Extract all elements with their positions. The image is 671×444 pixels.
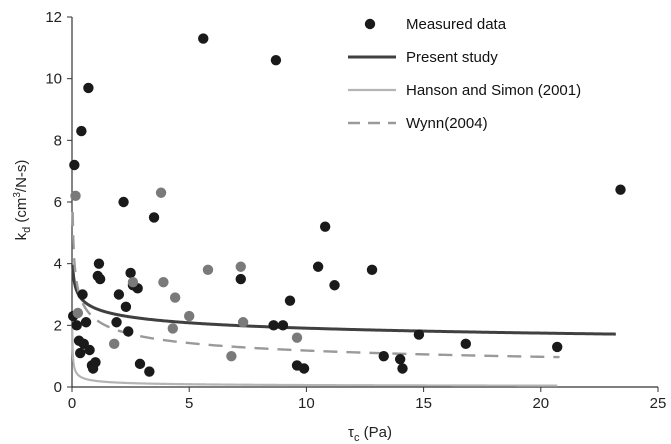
measured-data-point [235, 261, 246, 272]
measured-data-point [298, 363, 310, 374]
axes [71, 17, 658, 388]
measured-data-point [75, 347, 86, 359]
x-axis-title-rest: (Pa) [359, 424, 392, 441]
measured-data-point [167, 323, 178, 334]
measured-data-point [155, 187, 167, 198]
legend-label: Hanson and Simon (2001) [406, 82, 581, 99]
measured-data-point [366, 264, 378, 276]
legend-label: Measured data [406, 16, 507, 33]
y-tick-label: 12 [45, 9, 62, 26]
measured-data-point [125, 267, 136, 279]
measured-data-point [329, 280, 340, 291]
measured-data-point [198, 33, 209, 44]
measured-data-point [113, 289, 125, 300]
present-study-curve [71, 263, 616, 336]
measured-data-point [94, 273, 106, 285]
y-axis-ticks: 0 2 4 6 8 10 12 [45, 9, 72, 396]
y-axis-title: kd (cm3/N-s) [12, 160, 33, 241]
measured-data-point [84, 344, 95, 356]
measured-data-point [413, 329, 425, 340]
measured-data-point [277, 320, 289, 331]
x-tick-label: 25 [650, 395, 667, 412]
measured-data-point [148, 212, 160, 223]
measured-data-point [120, 301, 132, 313]
measured-data-point [235, 273, 246, 285]
measured-data-point [378, 350, 389, 362]
y-axis-title-mid: (cm [13, 198, 30, 227]
x-tick-label: 20 [532, 395, 549, 412]
y-tick-label: 10 [45, 71, 62, 88]
x-tick-label: 0 [68, 395, 76, 412]
measured-data-point [312, 261, 324, 272]
measured-data-point [123, 326, 134, 337]
measured-data-point [460, 338, 471, 350]
measured-data-point [134, 358, 146, 370]
measured-data-point [76, 125, 87, 137]
measured-data-point [268, 320, 279, 331]
measured-data-point [202, 264, 214, 276]
measured-data-point [108, 338, 120, 350]
wynn-curve [71, 211, 560, 359]
measured-data-point [226, 350, 237, 362]
measured-data-point [291, 332, 303, 343]
measured-data-point [394, 354, 406, 365]
y-axis-title-sub: d [21, 227, 33, 233]
measured-data-point [127, 276, 139, 288]
legend-label: Present study [406, 49, 498, 66]
measured-data-point [270, 54, 282, 66]
measured-data-point [615, 184, 626, 195]
x-tick-label: 10 [298, 395, 315, 412]
x-axis-title-sub: c [354, 432, 360, 444]
measured-data-point [144, 366, 155, 377]
measured-data-point [319, 221, 331, 232]
x-axis-ticks: 0 5 10 15 20 25 [68, 387, 667, 412]
measured-data-point [284, 295, 296, 306]
measured-data-point [111, 317, 122, 328]
hanson-simon-curve [71, 324, 558, 387]
y-axis-title-sup: 3 [12, 192, 23, 198]
fitted-curves [71, 211, 616, 387]
measured-data-point [69, 159, 80, 171]
y-tick-label: 2 [54, 317, 62, 334]
y-tick-label: 4 [54, 256, 62, 273]
measured-data-point [184, 310, 195, 322]
x-axis-title: τc (Pa) [348, 424, 392, 444]
legend-marker-measured [364, 18, 376, 30]
x-tick-label: 15 [415, 395, 432, 412]
y-tick-label: 6 [54, 194, 62, 211]
x-tick-label: 5 [185, 395, 193, 412]
x-axis-title-base: τ [348, 424, 354, 441]
measured-data-point [77, 289, 88, 300]
y-tick-label: 0 [54, 379, 62, 396]
y-axis-title-rest: /N-s) [13, 160, 30, 193]
legend: Measured data Present study Hanson and Sim… [348, 16, 581, 132]
measured-data-point [237, 317, 249, 328]
measured-data-point [80, 317, 92, 328]
measured-data-point [90, 357, 101, 368]
legend-label: Wynn(2004) [406, 115, 488, 132]
measured-data-point [71, 320, 82, 331]
measured-data-point [158, 276, 169, 288]
y-axis-title-base: k [13, 232, 30, 240]
measured-data-point [70, 190, 81, 202]
measured-data-point [93, 258, 105, 269]
measured-data-point [72, 307, 84, 319]
measured-data-point [118, 196, 129, 208]
measured-data-point [169, 292, 181, 303]
y-tick-label: 8 [54, 132, 62, 149]
measured-data-point [397, 363, 408, 374]
measured-data-point [552, 341, 563, 353]
measured-data-point [83, 82, 94, 94]
data-points [67, 33, 626, 377]
